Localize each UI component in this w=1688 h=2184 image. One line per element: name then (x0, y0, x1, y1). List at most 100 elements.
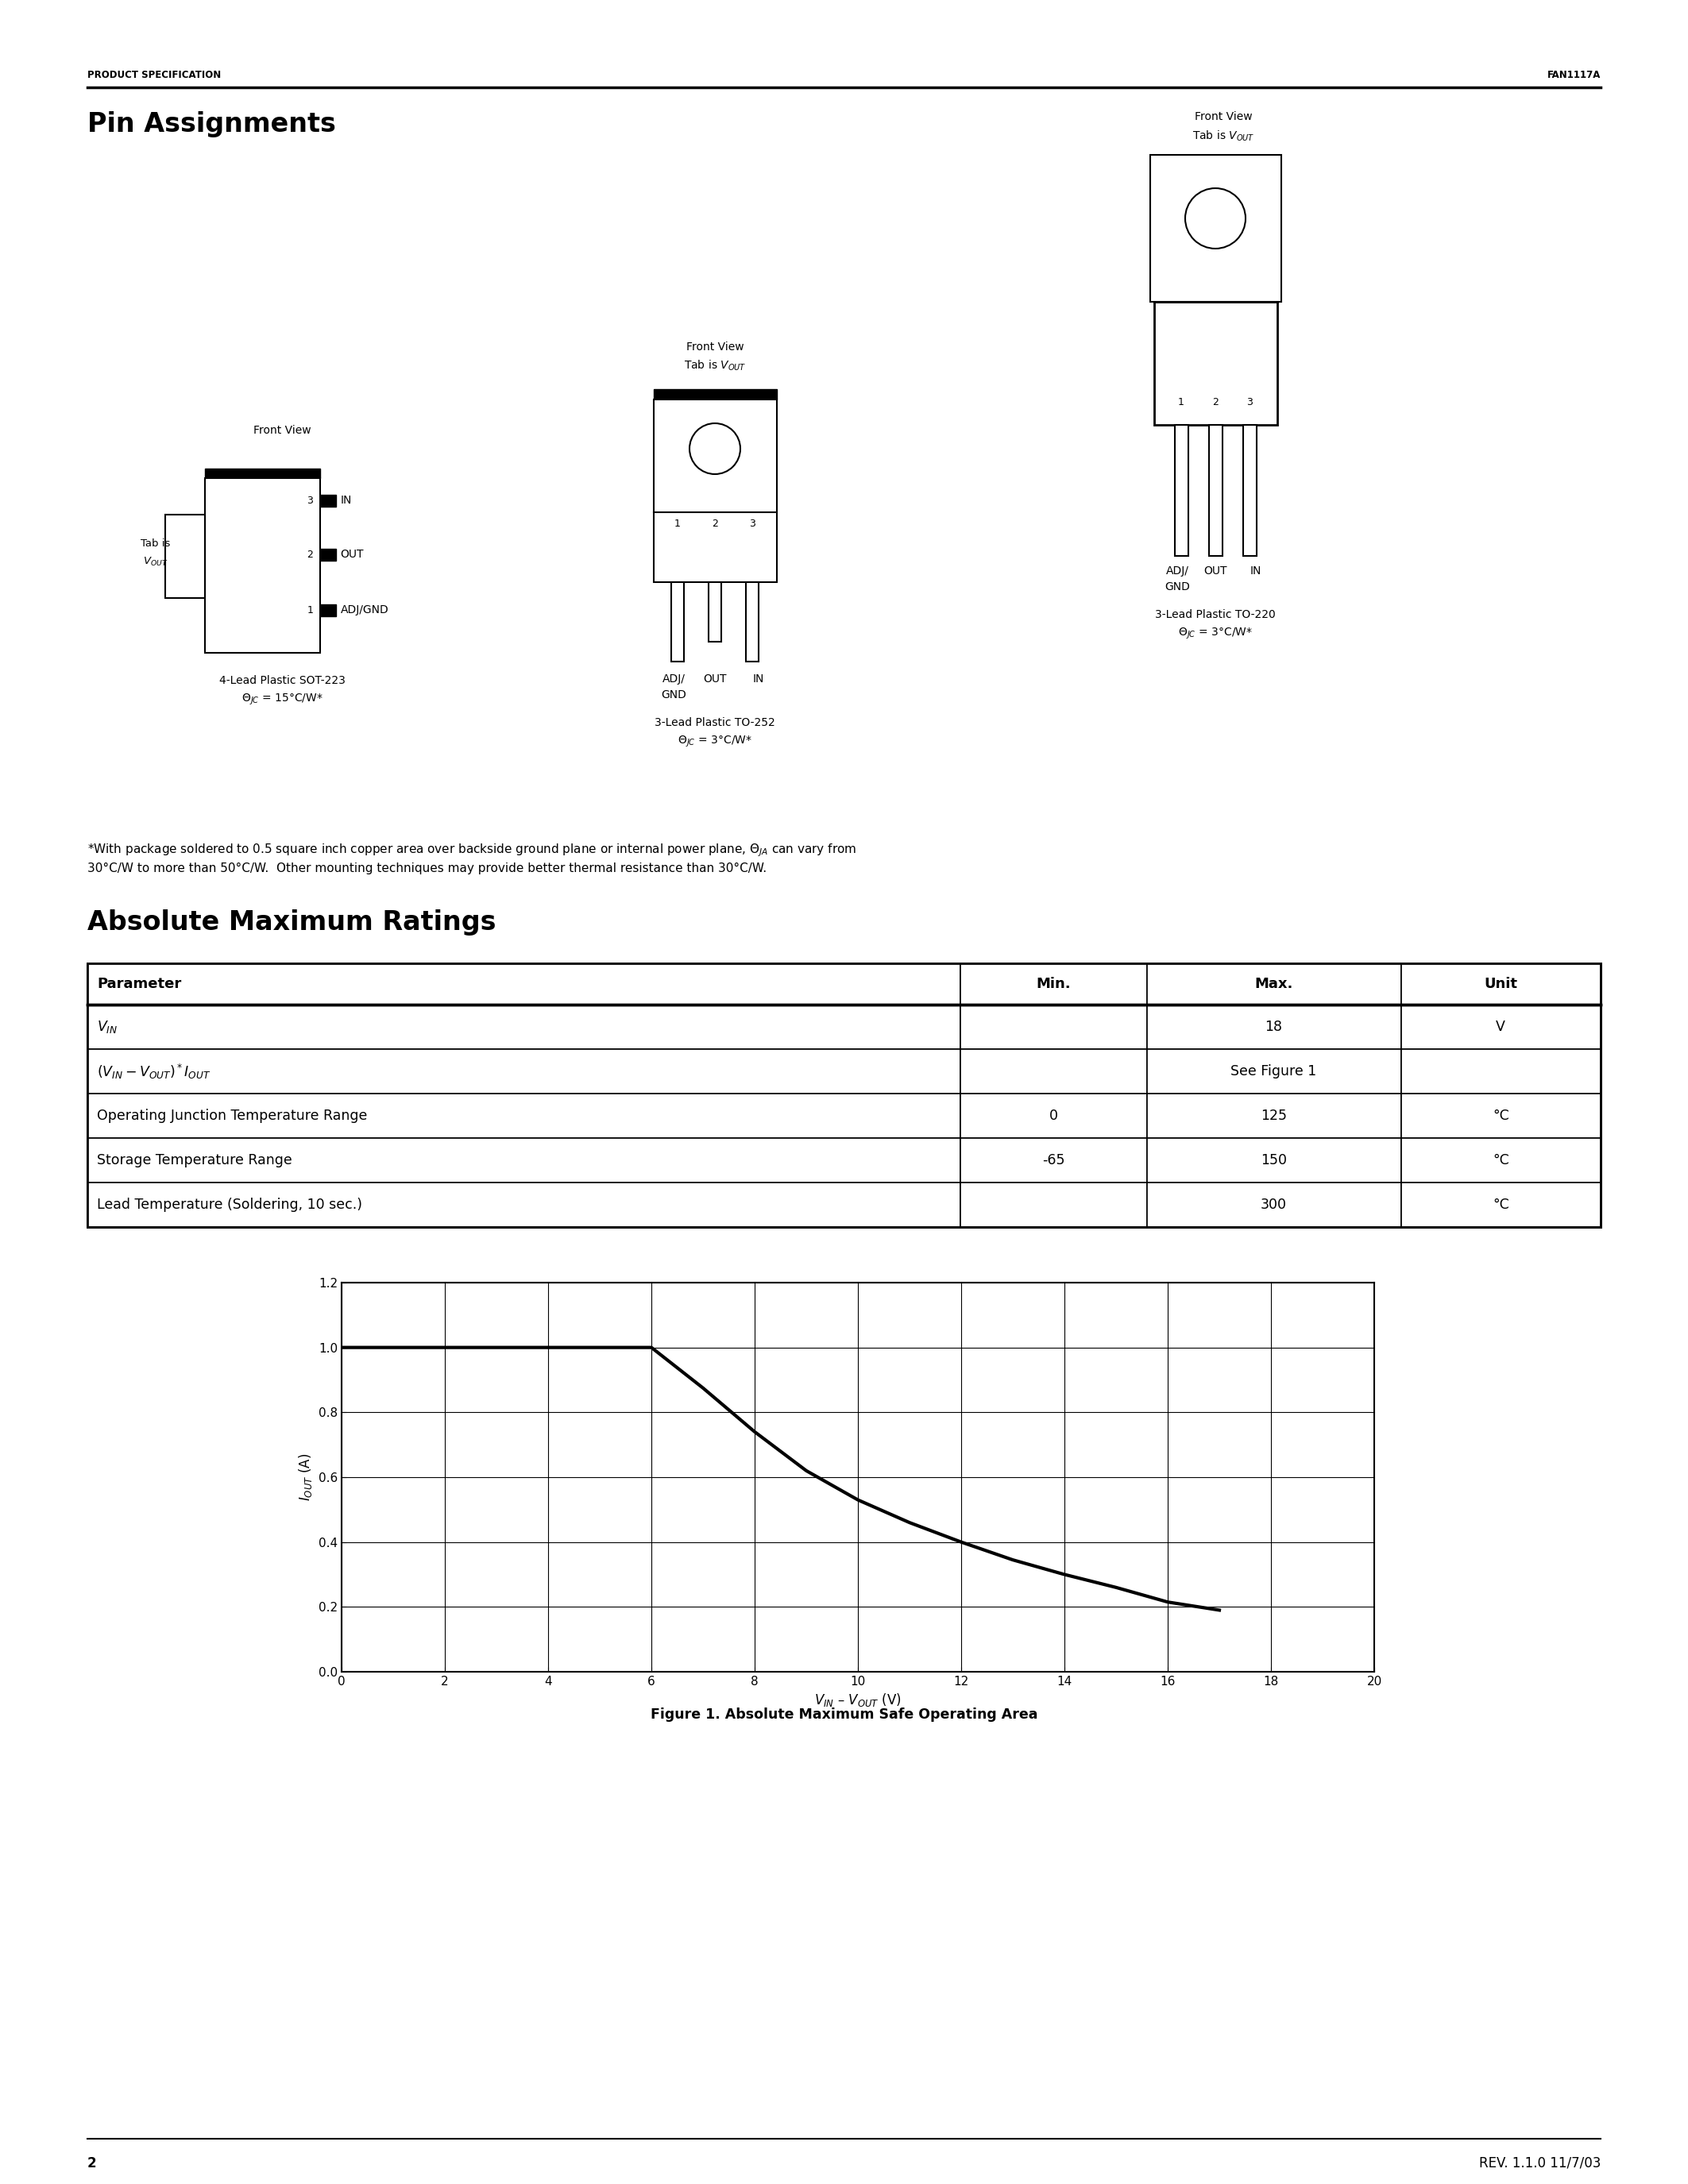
Bar (1146, 1138, 1401, 1182)
Bar (204, 478, 319, 653)
Bar (960, 1138, 1146, 1182)
Bar (88, 963, 1600, 1227)
Bar (709, 583, 721, 642)
Text: ADJ/: ADJ/ (662, 673, 685, 684)
Bar (1242, 426, 1256, 557)
Text: 3: 3 (749, 518, 756, 529)
Text: 3: 3 (1246, 397, 1252, 408)
Text: Pin Assignments: Pin Assignments (88, 111, 336, 138)
Text: Figure 1. Absolute Maximum Safe Operating Area: Figure 1. Absolute Maximum Safe Operatin… (650, 1708, 1038, 1721)
Text: $V_{OUT}$: $V_{OUT}$ (143, 557, 167, 568)
Bar (1155, 301, 1276, 426)
Bar (960, 1048, 1146, 1094)
Bar (165, 515, 204, 598)
Bar (88, 1094, 960, 1138)
Text: OUT: OUT (1204, 566, 1227, 577)
Bar (1209, 426, 1222, 557)
Bar (88, 1138, 960, 1182)
Bar (1146, 1005, 1401, 1048)
Bar (746, 583, 758, 662)
Bar (1401, 1005, 1600, 1048)
Bar (88, 1005, 960, 1048)
Bar (1146, 1094, 1401, 1138)
Bar (1401, 1138, 1600, 1182)
Text: 0: 0 (1050, 1109, 1058, 1123)
Bar (653, 400, 776, 583)
Text: Unit: Unit (1484, 976, 1518, 992)
Text: Storage Temperature Range: Storage Temperature Range (96, 1153, 292, 1168)
Text: 2: 2 (307, 548, 314, 559)
Text: 1: 1 (1178, 397, 1185, 408)
Text: Front View: Front View (1195, 111, 1252, 122)
Bar (319, 494, 336, 507)
Text: 4-Lead Plastic SOT-223: 4-Lead Plastic SOT-223 (219, 675, 344, 686)
Text: OUT: OUT (704, 673, 726, 684)
Text: $\Theta_{JC}$ = 3°C/W*: $\Theta_{JC}$ = 3°C/W* (677, 734, 753, 749)
Bar (1146, 1048, 1401, 1094)
Bar (960, 1094, 1146, 1138)
Text: ADJ/: ADJ/ (1166, 566, 1188, 577)
Bar (1146, 963, 1401, 1005)
Bar (1175, 426, 1188, 557)
Text: 2: 2 (88, 2156, 96, 2171)
Bar (1401, 1094, 1600, 1138)
Text: V: V (1496, 1020, 1506, 1033)
Text: IN: IN (1251, 566, 1261, 577)
Bar (960, 1005, 1146, 1048)
Bar (672, 583, 684, 662)
Text: Max.: Max. (1254, 976, 1293, 992)
Text: IN: IN (341, 496, 351, 507)
Text: Parameter: Parameter (96, 976, 181, 992)
Bar (88, 1182, 960, 1227)
Bar (1150, 155, 1281, 301)
Text: GND: GND (662, 690, 687, 701)
Bar (1401, 1048, 1600, 1094)
Bar (960, 963, 1146, 1005)
Text: REV. 1.1.0 11/7/03: REV. 1.1.0 11/7/03 (1479, 2156, 1600, 2171)
Text: 1: 1 (307, 605, 314, 616)
Text: IN: IN (753, 673, 765, 684)
Text: 3-Lead Plastic TO-252: 3-Lead Plastic TO-252 (655, 716, 775, 727)
Bar (319, 605, 336, 616)
Text: Min.: Min. (1036, 976, 1070, 992)
Text: 3: 3 (307, 496, 314, 505)
Text: Front View: Front View (253, 426, 311, 437)
Text: °C: °C (1492, 1153, 1509, 1168)
Bar (1146, 1182, 1401, 1227)
Bar (204, 470, 319, 478)
Text: 3-Lead Plastic TO-220: 3-Lead Plastic TO-220 (1155, 609, 1276, 620)
Text: Tab is: Tab is (140, 539, 170, 548)
Text: GND: GND (1165, 581, 1190, 592)
Text: PRODUCT SPECIFICATION: PRODUCT SPECIFICATION (88, 70, 221, 81)
Text: Tab is $V_{OUT}$: Tab is $V_{OUT}$ (684, 358, 746, 373)
Text: ADJ/GND: ADJ/GND (341, 605, 388, 616)
Text: OUT: OUT (341, 548, 365, 559)
Text: °C: °C (1492, 1197, 1509, 1212)
Bar (88, 963, 1600, 1005)
Text: 1: 1 (675, 518, 680, 529)
Text: $V_{IN}$: $V_{IN}$ (96, 1020, 118, 1035)
Text: 125: 125 (1261, 1109, 1286, 1123)
Text: Lead Temperature (Soldering, 10 sec.): Lead Temperature (Soldering, 10 sec.) (96, 1197, 363, 1212)
Text: Operating Junction Temperature Range: Operating Junction Temperature Range (96, 1109, 368, 1123)
Text: Front View: Front View (685, 341, 744, 352)
Text: -65: -65 (1041, 1153, 1065, 1168)
Text: 2: 2 (712, 518, 717, 529)
Bar (1401, 963, 1600, 1005)
Bar (960, 1182, 1146, 1227)
Bar (88, 1048, 960, 1094)
Text: 300: 300 (1261, 1197, 1286, 1212)
Bar (653, 389, 776, 400)
Text: $(V_{IN} - V_{OUT})^* I_{OUT}$: $(V_{IN} - V_{OUT})^* I_{OUT}$ (96, 1061, 211, 1081)
Bar (88, 963, 1600, 1227)
Text: Tab is $V_{OUT}$: Tab is $V_{OUT}$ (1192, 129, 1254, 144)
Text: $\Theta_{JC}$ = 15°C/W*: $\Theta_{JC}$ = 15°C/W* (241, 692, 322, 708)
Text: *With package soldered to 0.5 square inch copper area over backside ground plane: *With package soldered to 0.5 square inc… (88, 841, 856, 858)
Text: 2: 2 (1212, 397, 1219, 408)
Bar (1401, 1182, 1600, 1227)
Y-axis label: $I_{OUT}$ (A): $I_{OUT}$ (A) (297, 1452, 314, 1500)
Text: $\Theta_{JC}$ = 3°C/W*: $\Theta_{JC}$ = 3°C/W* (1178, 627, 1252, 642)
Text: Absolute Maximum Ratings: Absolute Maximum Ratings (88, 909, 496, 935)
Text: See Figure 1: See Figure 1 (1231, 1064, 1317, 1079)
X-axis label: $V_{IN}$ – $V_{OUT}$ (V): $V_{IN}$ – $V_{OUT}$ (V) (814, 1693, 901, 1708)
